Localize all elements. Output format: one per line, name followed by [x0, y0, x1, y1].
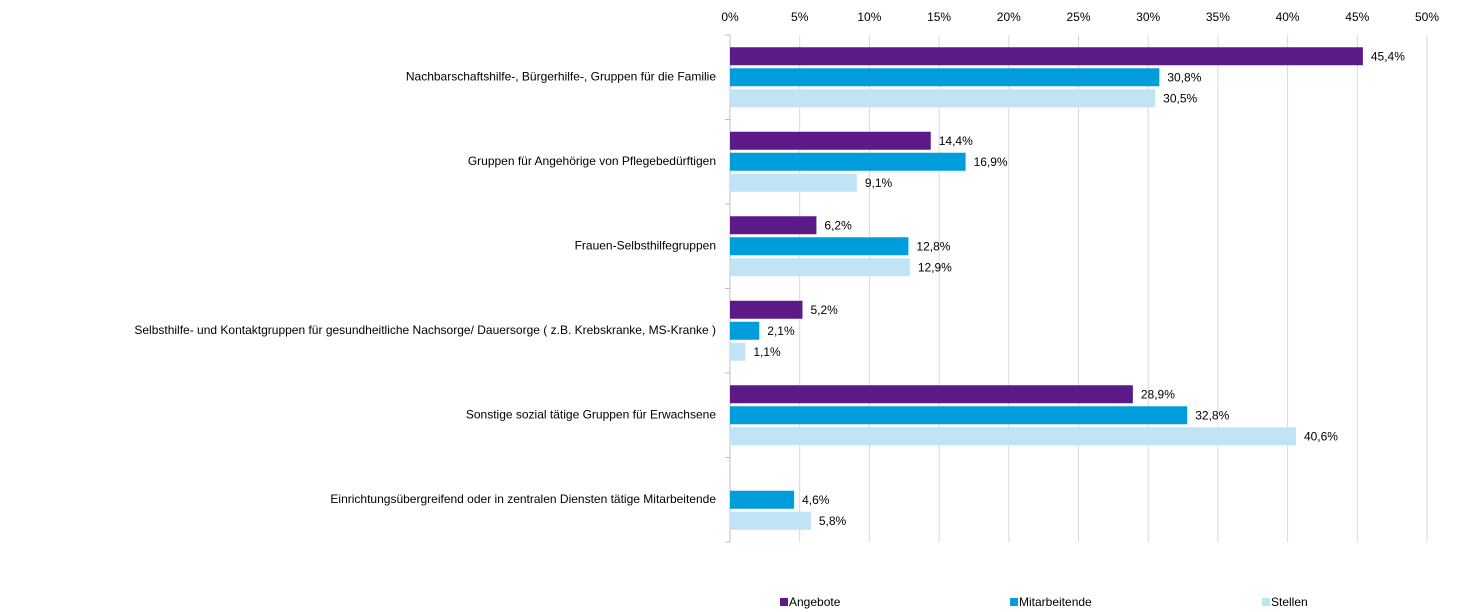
data-label: 2,1%: [767, 324, 795, 338]
data-label: 30,5%: [1163, 91, 1197, 105]
bar: [730, 385, 1133, 404]
x-tick-label: 40%: [1276, 10, 1300, 24]
bar: [730, 342, 746, 361]
data-label: 45,4%: [1371, 49, 1405, 63]
bar: [730, 89, 1156, 108]
data-label: 40,6%: [1304, 429, 1338, 443]
x-tick-label: 5%: [791, 10, 809, 24]
data-label: 12,9%: [918, 260, 952, 274]
category-label: Gruppen für Angehörige von Pflegebedürft…: [468, 154, 716, 168]
data-label: 1,1%: [753, 345, 781, 359]
bar: [730, 173, 857, 192]
legend-label: Angebote: [789, 595, 841, 609]
bar: [730, 321, 760, 340]
bar: [730, 258, 910, 277]
data-label: 9,1%: [865, 176, 893, 190]
x-tick-label: 35%: [1206, 10, 1230, 24]
x-tick-label: 50%: [1415, 10, 1439, 24]
bar: [730, 131, 931, 150]
data-label: 5,2%: [810, 303, 838, 317]
category-label: Frauen-Selbsthilfegruppen: [575, 238, 716, 252]
x-tick-label: 25%: [1066, 10, 1090, 24]
category-label: Einrichtungsübergreifend oder in zentral…: [330, 492, 716, 506]
data-label: 28,9%: [1141, 387, 1175, 401]
x-tick-label: 30%: [1136, 10, 1160, 24]
x-tick-label: 10%: [857, 10, 881, 24]
x-tick-label: 45%: [1345, 10, 1369, 24]
bar: [730, 216, 817, 235]
data-label: 4,6%: [802, 493, 830, 507]
data-label: 14,4%: [939, 134, 973, 148]
x-tick-label: 15%: [927, 10, 951, 24]
legend-swatch: [1010, 598, 1018, 606]
category-label: Sonstige sozial tätige Gruppen für Erwac…: [466, 407, 716, 421]
data-label: 5,8%: [819, 514, 847, 528]
bar: [730, 152, 966, 171]
bar: [730, 406, 1188, 425]
category-label: Selbsthilfe- und Kontaktgruppen für gesu…: [134, 323, 716, 337]
x-tick-label: 0%: [721, 10, 739, 24]
legend-swatch: [780, 598, 788, 606]
x-tick-label: 20%: [997, 10, 1021, 24]
bar: [730, 300, 803, 319]
legend-swatch: [1262, 598, 1270, 606]
bar: [730, 427, 1296, 446]
bar: [730, 237, 909, 256]
legend-label: Mitarbeitende: [1019, 595, 1092, 609]
category-label: Nachbarschaftshilfe-, Bürgerhilfe-, Grup…: [406, 69, 716, 83]
bar: [730, 490, 795, 509]
data-label: 32,8%: [1195, 408, 1229, 422]
data-label: 12,8%: [916, 239, 950, 253]
data-label: 30,8%: [1167, 70, 1201, 84]
legend-label: Stellen: [1271, 595, 1308, 609]
bar: [730, 511, 811, 530]
data-label: 16,9%: [974, 155, 1008, 169]
bar: [730, 68, 1160, 87]
data-label: 6,2%: [824, 218, 852, 232]
bar: [730, 47, 1363, 66]
